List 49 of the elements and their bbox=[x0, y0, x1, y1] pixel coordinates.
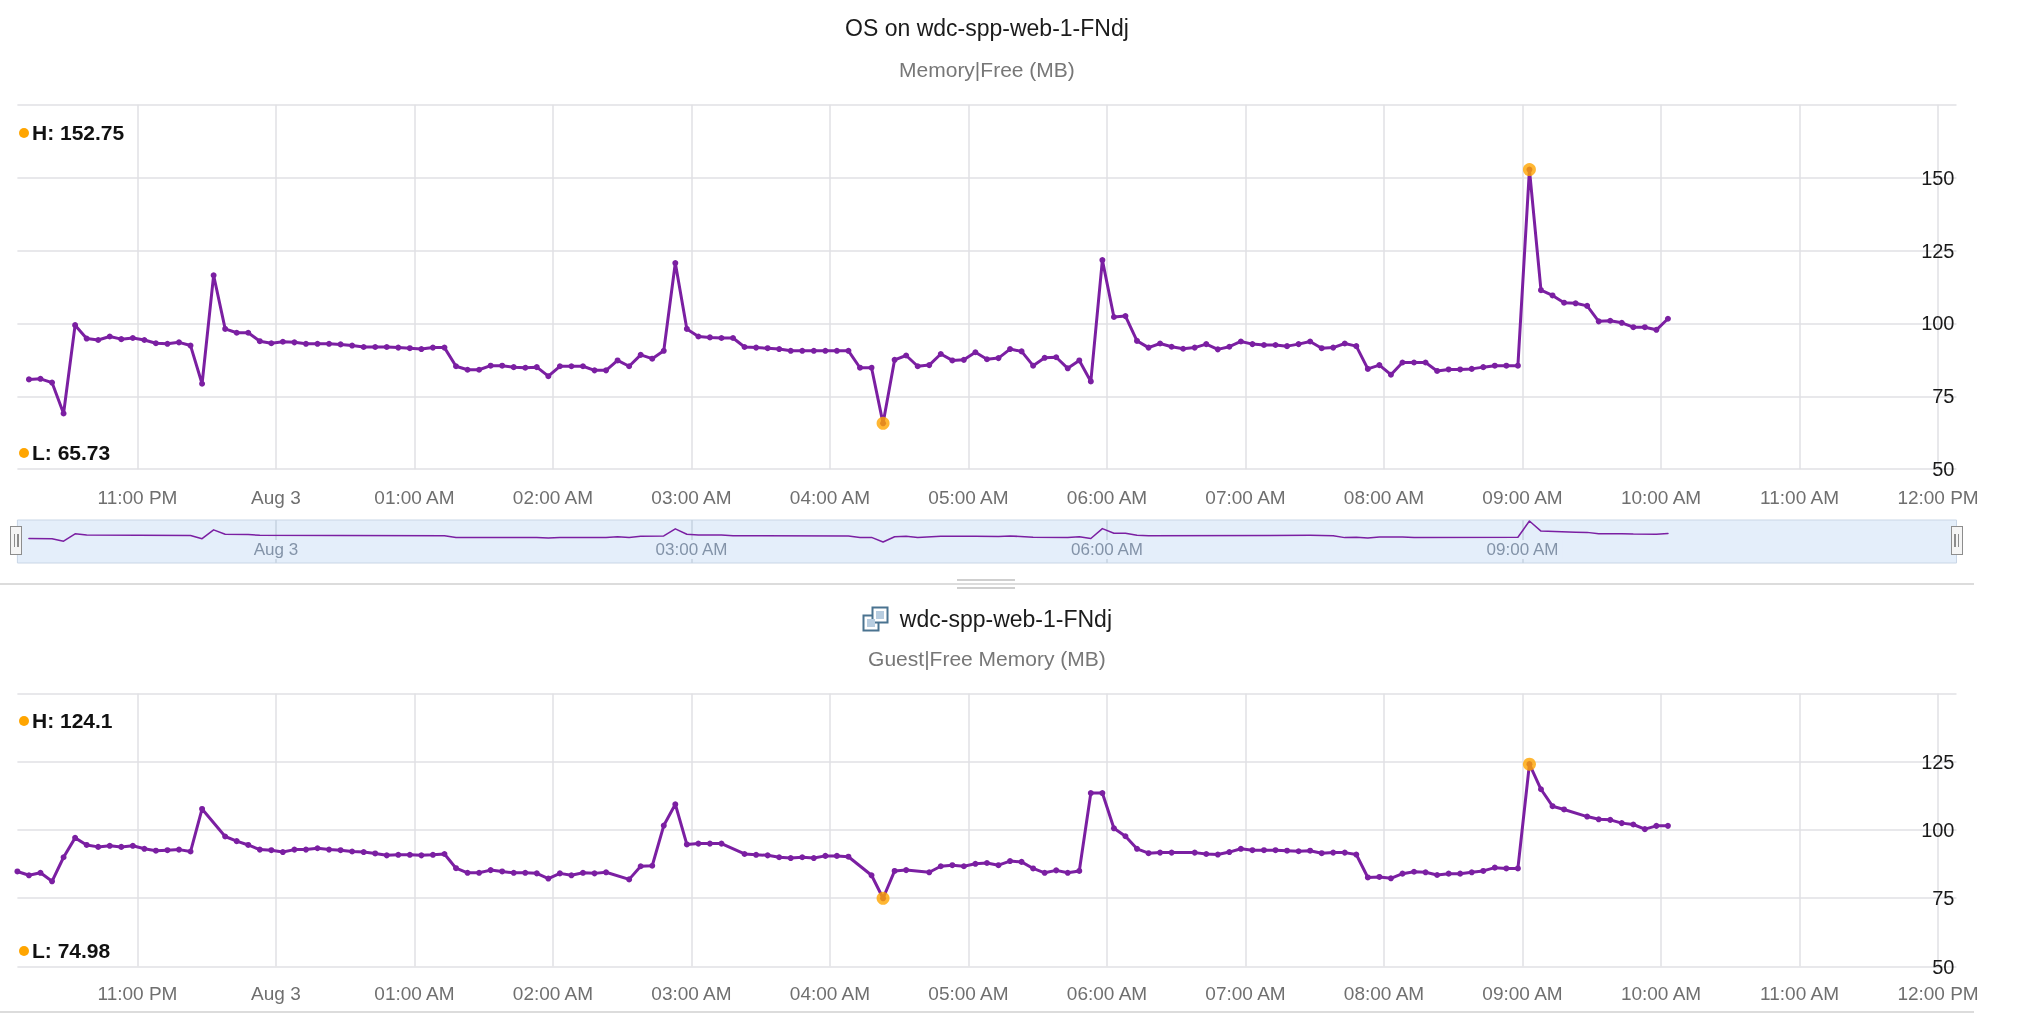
x-tick-label: 05:00 AM bbox=[928, 487, 1009, 509]
x-tick-label: Aug 3 bbox=[253, 540, 299, 559]
y-tick-label: 100 bbox=[1921, 312, 1955, 335]
chart-title: OS on wdc-spp-web-1-FNdj bbox=[845, 14, 1129, 42]
y-tick-label: 75 bbox=[1932, 385, 1955, 408]
x-tick-label: 11:00 AM bbox=[1760, 487, 1839, 509]
x-tick-label: 03:00 AM bbox=[655, 540, 728, 559]
x-tick-label: 09:00 AM bbox=[1482, 487, 1563, 509]
x-tick-label: 07:00 AM bbox=[1205, 487, 1286, 509]
x-tick-label: 06:00 AM bbox=[1066, 982, 1148, 1004]
annotation: H: 152.75 bbox=[32, 120, 125, 145]
chart-title: wdc-spp-web-1-FNdj bbox=[899, 605, 1113, 633]
y-tick-label: 125 bbox=[1921, 239, 1955, 262]
x-tick-label: 10:00 AM bbox=[1620, 487, 1702, 509]
annotation: L: 74.98 bbox=[32, 938, 111, 963]
y-tick-label: 125 bbox=[1921, 750, 1955, 773]
x-tick-label: 09:00 AM bbox=[1486, 540, 1559, 559]
x-tick-label: 04:00 AM bbox=[789, 982, 871, 1004]
x-tick-label: 11:00 PM bbox=[97, 487, 178, 509]
x-tick-label: 06:00 AM bbox=[1066, 487, 1148, 509]
x-tick-label: 09:00 AM bbox=[1482, 982, 1563, 1004]
x-tick-label: 01:00 AM bbox=[374, 487, 455, 509]
x-tick-label: 12:00 PM bbox=[1897, 982, 1979, 1004]
x-tick-label: Aug 3 bbox=[251, 487, 301, 509]
x-tick-label: 02:00 AM bbox=[512, 982, 594, 1004]
x-tick-label: 01:00 AM bbox=[374, 982, 455, 1004]
y-tick-label: 100 bbox=[1921, 818, 1955, 841]
annotation: L: 65.73 bbox=[32, 441, 111, 466]
annotation: H: 124.1 bbox=[32, 709, 113, 734]
x-tick-label: 03:00 AM bbox=[651, 982, 732, 1004]
y-tick-label: 75 bbox=[1932, 887, 1955, 910]
x-tick-label: 12:00 PM bbox=[1897, 487, 1979, 509]
x-tick-label: 02:00 AM bbox=[512, 487, 594, 509]
y-tick-label: 50 bbox=[1932, 458, 1955, 481]
y-tick-label: 150 bbox=[1921, 166, 1955, 189]
x-tick-label: Aug 3 bbox=[251, 982, 301, 1004]
x-tick-label: 08:00 AM bbox=[1343, 982, 1425, 1004]
y-tick-label: 50 bbox=[1932, 955, 1955, 978]
x-tick-label: 10:00 AM bbox=[1620, 982, 1702, 1004]
x-tick-label: 03:00 AM bbox=[651, 487, 732, 509]
chart-subtitle: Guest|Free Memory (MB) bbox=[868, 647, 1106, 671]
chart-subtitle: Memory|Free (MB) bbox=[899, 58, 1075, 82]
x-tick-label: 04:00 AM bbox=[789, 487, 871, 509]
x-tick-label: 11:00 AM bbox=[1760, 982, 1839, 1004]
x-tick-label: 11:00 PM bbox=[97, 982, 178, 1004]
x-tick-label: 07:00 AM bbox=[1205, 982, 1286, 1004]
x-tick-label: 06:00 AM bbox=[1071, 540, 1143, 559]
x-tick-label: 05:00 AM bbox=[928, 982, 1009, 1004]
x-tick-label: 08:00 AM bbox=[1343, 487, 1425, 509]
